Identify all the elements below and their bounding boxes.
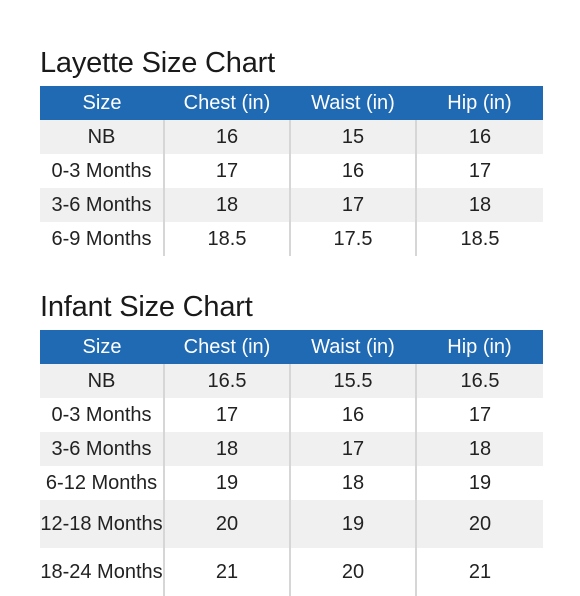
size-cell: 6-9 Months [40, 222, 164, 256]
hip-cell: 16.5 [415, 364, 543, 398]
table-row: 12-18 Months 20 19 20 [40, 500, 543, 548]
chest-cell: 16 [163, 120, 290, 154]
table-row: 6-9 Months 18.5 17.5 18.5 [40, 222, 543, 256]
waist-cell: 15.5 [289, 364, 416, 398]
waist-cell: 17 [289, 188, 416, 222]
column-header-hip: Hip (in) [416, 86, 543, 120]
column-header-size: Size [40, 86, 164, 120]
size-cell: NB [40, 120, 164, 154]
table-row: NB 16 15 16 [40, 120, 543, 154]
layette-size-chart: Layette Size Chart Size Chest (in) Waist… [40, 46, 543, 256]
table-header-row: Size Chest (in) Waist (in) Hip (in) [40, 86, 543, 120]
waist-cell: 16 [289, 398, 416, 432]
infant-size-table: Size Chest (in) Waist (in) Hip (in) NB 1… [40, 330, 543, 596]
hip-cell: 18 [415, 432, 543, 466]
table-row: 3-6 Months 18 17 18 [40, 432, 543, 466]
table-row: 18-24 Months 21 20 21 [40, 548, 543, 596]
size-cell: 3-6 Months [40, 188, 164, 222]
hip-cell: 21 [415, 548, 543, 596]
waist-cell: 15 [289, 120, 416, 154]
waist-cell: 19 [289, 500, 416, 548]
size-cell: 0-3 Months [40, 398, 164, 432]
size-cell: 6-12 Months [40, 466, 164, 500]
infant-size-chart: Infant Size Chart Size Chest (in) Waist … [40, 290, 543, 596]
size-cell: 12-18 Months [40, 500, 164, 548]
table-row: 0-3 Months 17 16 17 [40, 154, 543, 188]
waist-cell: 17.5 [289, 222, 416, 256]
waist-cell: 16 [289, 154, 416, 188]
column-header-chest: Chest (in) [164, 330, 290, 364]
table-row: 3-6 Months 18 17 18 [40, 188, 543, 222]
size-cell: 18-24 Months [40, 548, 164, 596]
layette-chart-title: Layette Size Chart [40, 47, 275, 79]
waist-cell: 18 [289, 466, 416, 500]
table-row: 6-12 Months 19 18 19 [40, 466, 543, 500]
chest-cell: 21 [163, 548, 290, 596]
table-row: NB 16.5 15.5 16.5 [40, 364, 543, 398]
column-header-chest: Chest (in) [164, 86, 290, 120]
chest-cell: 17 [163, 398, 290, 432]
chest-cell: 17 [163, 154, 290, 188]
layette-size-table: Size Chest (in) Waist (in) Hip (in) NB 1… [40, 86, 543, 256]
hip-cell: 17 [415, 398, 543, 432]
table-header-row: Size Chest (in) Waist (in) Hip (in) [40, 330, 543, 364]
size-cell: 0-3 Months [40, 154, 164, 188]
size-cell: 3-6 Months [40, 432, 164, 466]
chest-cell: 16.5 [163, 364, 290, 398]
chest-cell: 20 [163, 500, 290, 548]
chest-cell: 19 [163, 466, 290, 500]
waist-cell: 20 [289, 548, 416, 596]
table-row: 0-3 Months 17 16 17 [40, 398, 543, 432]
hip-cell: 20 [415, 500, 543, 548]
chest-cell: 18.5 [163, 222, 290, 256]
hip-cell: 16 [415, 120, 543, 154]
column-header-hip: Hip (in) [416, 330, 543, 364]
hip-cell: 18 [415, 188, 543, 222]
chest-cell: 18 [163, 188, 290, 222]
hip-cell: 19 [415, 466, 543, 500]
waist-cell: 17 [289, 432, 416, 466]
infant-chart-title: Infant Size Chart [40, 291, 253, 323]
hip-cell: 17 [415, 154, 543, 188]
hip-cell: 18.5 [415, 222, 543, 256]
column-header-waist: Waist (in) [290, 330, 416, 364]
column-header-size: Size [40, 330, 164, 364]
column-header-waist: Waist (in) [290, 86, 416, 120]
chest-cell: 18 [163, 432, 290, 466]
size-cell: NB [40, 364, 164, 398]
